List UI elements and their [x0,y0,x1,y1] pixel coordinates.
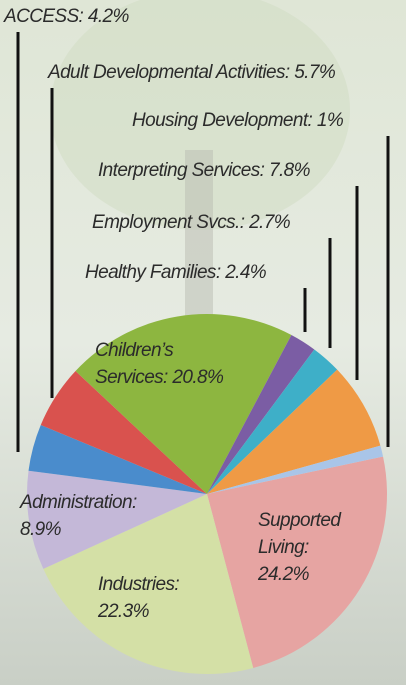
pie-slice [207,349,338,494]
slice-label: Adult Developmental Activities: 5.7% [47,62,336,83]
label-line: Healthy Families: 2.4% [85,262,267,283]
label-line: 22.3% [97,601,150,622]
label-line: Interpreting Services: 7.8% [98,160,311,181]
label-line: Adult Developmental Activities: 5.7% [47,62,336,83]
slice-label: Children’s Services: 20.8% [95,340,224,388]
slice-label: Housing Development: 1% [132,110,344,131]
label-line: Administration: [19,492,137,513]
pie-slice [28,424,208,494]
pie-slice [27,470,208,569]
slice-label: Employment Svcs.: 2.7% [92,212,291,233]
label-line: Industries: [98,574,179,595]
label-line: 8.9% [20,519,62,540]
pie-slice [207,369,381,494]
pie-slice [207,445,384,494]
label-line: Supported [258,510,342,531]
slice-label: Interpreting Services: 7.8% [98,160,311,181]
pie-slice [207,456,388,668]
slice-label: Healthy Families: 2.4% [85,262,267,283]
pie-slice [75,313,292,494]
label-line: Services: 20.8% [95,367,224,388]
label-line: Employment Svcs.: 2.7% [92,212,291,233]
label-line: 24.2% [257,564,310,585]
slice-label: Industries: 22.3% [97,574,179,622]
pie-slice [207,335,315,494]
tree-canopy [50,0,350,230]
label-line: Children’s [95,340,174,361]
slice-label: Administration: 8.9% [19,492,137,540]
pie-slice [43,494,254,675]
label-line: ACCESS: 4.2% [3,6,130,27]
pie-slice [40,371,207,494]
slice-label: ACCESS: 4.2% [3,6,130,27]
slice-label: Supported Living: 24.2% [257,510,342,585]
label-line: Living: [258,537,309,558]
label-line: Housing Development: 1% [132,110,344,131]
